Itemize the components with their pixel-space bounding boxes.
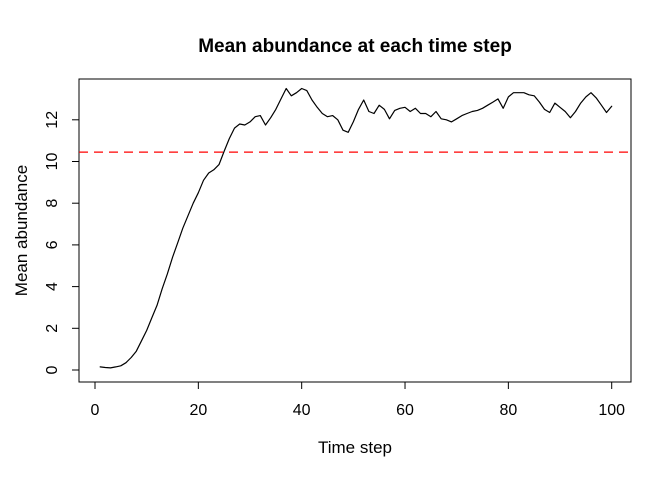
- y-tick-label: 4: [44, 282, 61, 291]
- x-tick-label: 0: [91, 402, 100, 419]
- y-tick-label: 2: [44, 324, 61, 333]
- y-tick-label: 12: [44, 111, 61, 129]
- y-tick-label: 6: [44, 240, 61, 249]
- x-axis-title: Time step: [318, 438, 392, 457]
- x-tick-label: 40: [293, 402, 311, 419]
- y-tick-label: 10: [44, 153, 61, 171]
- x-tick-label: 80: [499, 402, 517, 419]
- plot-box: [78, 78, 632, 383]
- abundance-line: [99, 87, 613, 369]
- axes-group: 0 20 40 60 80 100 0 2 4 6 8 10 12: [44, 111, 625, 419]
- y-tick-label: 0: [44, 365, 61, 374]
- x-tick-label: 60: [396, 402, 414, 419]
- series-group: [79, 87, 631, 369]
- y-tick-label: 8: [44, 199, 61, 208]
- x-tick-label: 100: [598, 402, 625, 419]
- x-tick-label: 20: [189, 402, 207, 419]
- y-axis-title: Mean abundance: [12, 165, 31, 296]
- chart-title: Mean abundance at each time step: [198, 36, 512, 57]
